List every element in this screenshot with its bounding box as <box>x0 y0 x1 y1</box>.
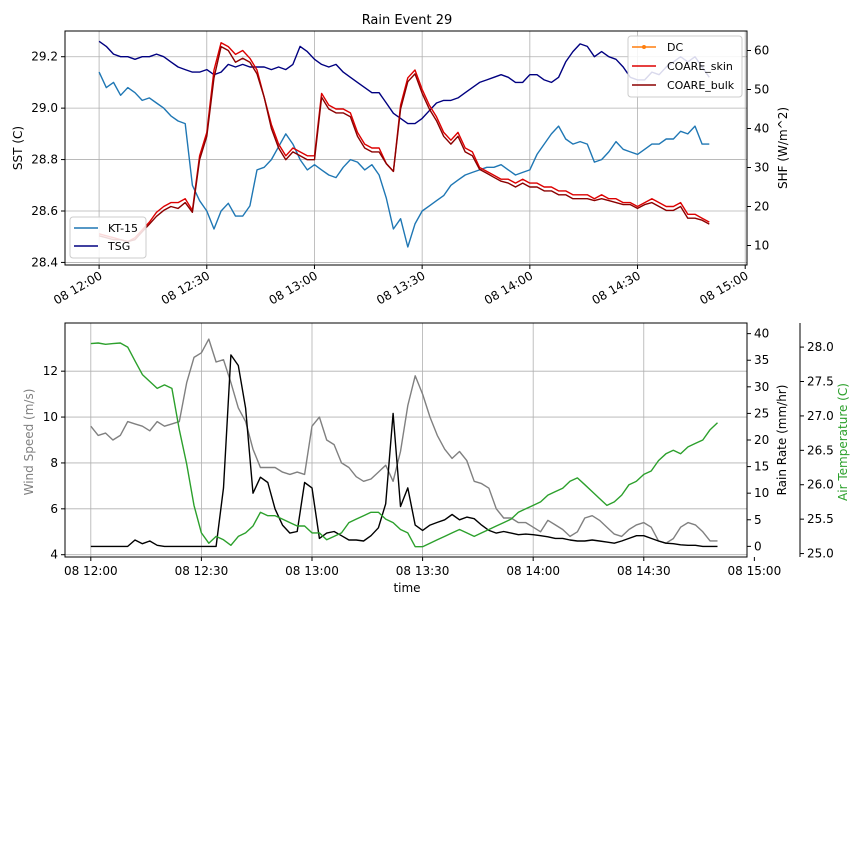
x-tick-label-6: 08 15:00 <box>697 268 750 307</box>
y3-tick-label-4: 27.0 <box>807 409 834 423</box>
top-y-axis-label: SST (C) <box>11 126 25 170</box>
x-tick-label-4: 08 14:00 <box>506 564 560 578</box>
y3-tick-label-0: 25.0 <box>807 547 834 561</box>
legend-label-coare-bulk: COARE_bulk <box>667 79 735 92</box>
top-chart: Rain Event 29 08 12:00 08 12:30 08 13:00 08… <box>11 13 790 307</box>
y2-tick-label-3: 40 <box>754 122 769 136</box>
x-tick-label-4: 08 14:00 <box>482 268 535 307</box>
bottom-lines <box>90 338 718 548</box>
y3-tick-label-2: 26.0 <box>807 478 834 492</box>
y-tick-label-0: 4 <box>50 548 58 562</box>
x-tick-label-0: 08 12:00 <box>51 268 104 307</box>
x-tick-label-1: 08 12:30 <box>175 564 229 578</box>
y2-tick-label-1: 20 <box>754 200 769 214</box>
y2-tick-label-6: 30 <box>754 380 769 394</box>
series-line-series-1 <box>90 354 718 548</box>
bottom-y-ticks: 4 6 8 10 12 <box>43 364 65 562</box>
y-tick-label-0: 28.4 <box>31 255 58 269</box>
y3-tick-label-3: 26.5 <box>807 443 834 457</box>
x-tick-label-3: 08 13:30 <box>396 564 450 578</box>
legend-marker-dc <box>642 45 646 49</box>
top-x-ticks: 08 12:00 08 12:30 08 13:00 08 13:30 08 14:00… <box>51 265 751 307</box>
y-tick-label-3: 29.0 <box>31 101 58 115</box>
legend-label-dc: DC <box>667 41 683 54</box>
series-line-coare-bulk <box>98 45 710 243</box>
x-tick-label-3: 08 13:30 <box>374 268 427 307</box>
y-tick-label-4: 29.2 <box>31 50 58 64</box>
bottom-chart: 08 12:00 08 12:30 08 13:00 08 13:30 08 14:00… <box>22 322 850 595</box>
y-tick-label-1: 28.6 <box>31 204 58 218</box>
legend-upper-right: DC COARE_skin COARE_bulk <box>627 35 743 98</box>
y2-tick-label-3: 15 <box>754 460 769 474</box>
y-tick-label-4: 12 <box>43 364 58 378</box>
series-line-tsg <box>98 40 710 125</box>
y3-tick-label-6: 28.0 <box>807 340 834 354</box>
y2-tick-label-8: 40 <box>754 327 769 341</box>
x-tick-label-5: 08 14:30 <box>617 564 671 578</box>
bottom-y2-ticks: 0 5 10 15 20 25 30 35 40 <box>747 327 769 553</box>
y-tick-label-2: 8 <box>50 456 58 470</box>
y2-tick-label-2: 30 <box>754 161 769 175</box>
x-tick-label-0: 08 12:00 <box>64 564 118 578</box>
bottom-y-axis-label: Wind Speed (m/s) <box>22 389 36 496</box>
x-tick-label-1: 08 12:30 <box>159 268 212 307</box>
y2-tick-label-4: 20 <box>754 433 769 447</box>
bottom-grid <box>65 323 747 557</box>
top-plot-frame <box>64 30 748 266</box>
y-tick-label-2: 28.8 <box>31 153 58 167</box>
top-chart-title: Rain Event 29 <box>362 13 453 28</box>
bottom-y3-axis-label: Air Temperature (C) <box>836 383 850 501</box>
x-tick-label-2: 08 13:00 <box>266 268 319 307</box>
y2-tick-label-1: 5 <box>754 513 762 527</box>
legend-label-kt15: KT-15 <box>108 222 138 235</box>
y-tick-label-1: 6 <box>50 502 58 516</box>
legend-label-tsg: TSG <box>107 240 130 253</box>
y2-tick-label-2: 10 <box>754 486 769 500</box>
y2-tick-label-5: 60 <box>754 44 769 58</box>
x-tick-label-2: 08 13:00 <box>285 564 339 578</box>
top-lines <box>98 40 710 248</box>
bottom-y2-axis-label: Rain Rate (mm/hr) <box>775 385 789 496</box>
bottom-x-axis-label: time <box>393 581 420 595</box>
y3-tick-label-5: 27.5 <box>807 375 834 389</box>
series-line-series-2 <box>90 342 718 548</box>
series-line-kt-15 <box>98 71 710 248</box>
top-y-ticks: 28.4 28.6 28.8 29.0 29.2 <box>31 50 65 269</box>
y3-tick-label-1: 25.5 <box>807 512 834 526</box>
y2-tick-label-4: 50 <box>754 83 769 97</box>
x-tick-label-6: 08 15:00 <box>728 564 782 578</box>
series-line-coare-skin <box>98 42 710 243</box>
y2-tick-label-0: 10 <box>754 239 769 253</box>
legend-lower-left: KT-15 TSG <box>69 216 147 259</box>
y2-tick-label-0: 0 <box>754 539 762 553</box>
y2-tick-label-5: 25 <box>754 406 769 420</box>
top-y2-ticks: 10 20 30 40 50 60 <box>747 44 769 253</box>
y-tick-label-3: 10 <box>43 410 58 424</box>
bottom-x-ticks: 08 12:00 08 12:30 08 13:00 08 13:30 08 14:00… <box>64 557 781 578</box>
legend-label-coare-skin: COARE_skin <box>667 60 733 73</box>
bottom-y3-ticks: 25.0 25.5 26.0 26.5 27.0 27.5 28.0 <box>800 340 834 561</box>
bottom-plot-frame <box>64 322 748 558</box>
y2-tick-label-7: 35 <box>754 353 769 367</box>
x-tick-label-5: 08 14:30 <box>590 268 643 307</box>
top-y2-axis-label: SHF (W/m^2) <box>776 107 790 189</box>
series-line-series-0 <box>90 338 718 544</box>
